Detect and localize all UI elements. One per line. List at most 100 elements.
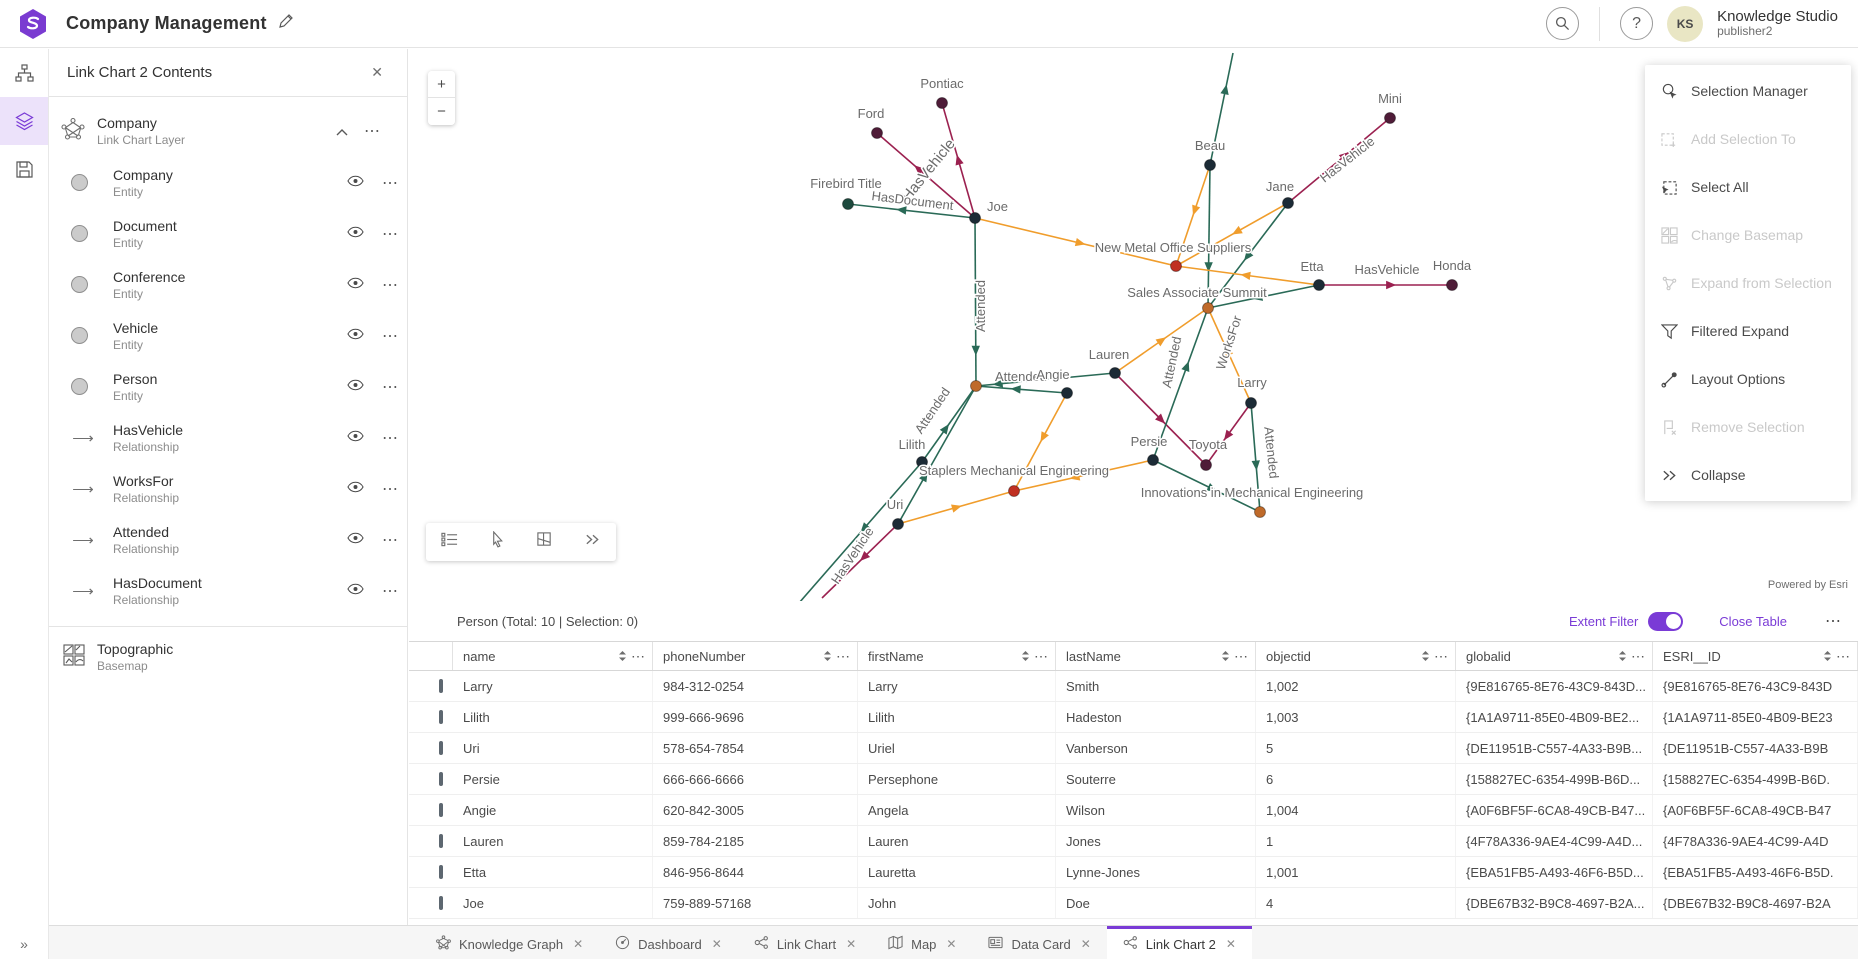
tab-close-icon[interactable]: ✕: [946, 937, 957, 951]
sort-icon[interactable]: [1421, 650, 1430, 662]
node-Angie[interactable]: [1061, 387, 1073, 399]
node-Mini[interactable]: [1384, 112, 1396, 124]
layer-options-button[interactable]: ⋯: [382, 174, 399, 192]
rail-item-save[interactable]: [0, 145, 48, 193]
column-options-button[interactable]: ⋯: [1434, 647, 1449, 664]
link-chart-graph[interactable]: HasVehicleHasDocumentAttendedHasVehicleH…: [409, 49, 1858, 601]
table-row[interactable]: Joe 759-889-57168 John Doe 4 {DBE67B32-B9C8-4…: [409, 888, 1858, 919]
node-Firebird Title[interactable]: [842, 198, 854, 210]
visibility-eye-icon[interactable]: [337, 327, 374, 345]
layer-options-button[interactable]: ⋯: [382, 378, 399, 396]
zoom-in-button[interactable]: +: [428, 71, 455, 98]
edge-Attended[interactable]: [1152, 459, 1261, 513]
visibility-eye-icon[interactable]: [337, 225, 374, 243]
layer-row-attended[interactable]: ⟶ Attended Relationship ⋯: [49, 514, 407, 565]
node-Innovations in Mechanical Engineering[interactable]: [1254, 506, 1266, 518]
node-Persie[interactable]: [1147, 454, 1159, 466]
menu-item-filtered-expand[interactable]: Filtered Expand: [1645, 307, 1851, 355]
layer-group-options-button[interactable]: ⋯: [364, 123, 381, 140]
column-header-firstName[interactable]: firstName ⋯: [858, 642, 1056, 670]
menu-item-select-all[interactable]: Select All: [1645, 163, 1851, 211]
tab-close-icon[interactable]: ✕: [711, 937, 722, 951]
visibility-eye-icon[interactable]: [337, 429, 374, 447]
menu-item-layout-options[interactable]: Layout Options: [1645, 355, 1851, 403]
column-options-button[interactable]: ⋯: [836, 647, 851, 664]
visibility-eye-icon[interactable]: [337, 582, 374, 600]
row-checkbox[interactable]: [439, 803, 443, 817]
column-options-button[interactable]: ⋯: [631, 647, 646, 664]
rail-item-layers[interactable]: [0, 97, 48, 145]
row-checkbox[interactable]: [439, 772, 443, 786]
toolbar-pointer-button[interactable]: [482, 527, 512, 557]
layer-options-button[interactable]: ⋯: [382, 276, 399, 294]
basemap-row[interactable]: Topographic Basemap: [49, 627, 407, 687]
edge-Attended[interactable]: [1207, 164, 1211, 309]
layer-row-document[interactable]: Document Entity ⋯: [49, 208, 407, 259]
avatar[interactable]: KS: [1667, 5, 1704, 42]
node-Uri[interactable]: [892, 518, 904, 530]
table-row[interactable]: Etta 846-956-8644 Lauretta Lynne-Jones 1,001…: [409, 857, 1858, 888]
edge-WorksFor[interactable]: [1207, 307, 1252, 404]
node-Lauren[interactable]: [1109, 367, 1121, 379]
table-row[interactable]: Angie 620-842-3005 Angela Wilson 1,004 {A0F6B…: [409, 795, 1858, 826]
node-Staplers Mechanical Engineering[interactable]: [1008, 485, 1020, 497]
node-Ford[interactable]: [871, 127, 883, 139]
rail-collapse-button[interactable]: »: [20, 936, 28, 952]
layer-row-person[interactable]: Person Entity ⋯: [49, 361, 407, 412]
edge-Attended[interactable]: [1250, 402, 1261, 513]
tab-map[interactable]: Map ✕: [872, 926, 972, 959]
app-logo-icon[interactable]: [18, 8, 48, 40]
tab-close-icon[interactable]: ✕: [573, 937, 584, 951]
collapse-group-icon[interactable]: [328, 124, 356, 139]
edge-WorksFor[interactable]: [1013, 459, 1154, 492]
toolbar-legend-button[interactable]: [435, 527, 465, 557]
column-header-name[interactable]: name ⋯: [453, 642, 653, 670]
menu-item-selection-manager[interactable]: Selection Manager: [1645, 67, 1851, 115]
visibility-eye-icon[interactable]: [337, 378, 374, 396]
layer-row-worksfor[interactable]: ⟶ WorksFor Relationship ⋯: [49, 463, 407, 514]
extent-filter-toggle[interactable]: [1648, 611, 1684, 631]
layer-group-row[interactable]: Company Link Chart Layer ⋯: [49, 97, 407, 157]
node-Honda[interactable]: [1446, 279, 1458, 291]
row-checkbox[interactable]: [439, 834, 443, 848]
edge-Attended[interactable]: [1207, 284, 1320, 309]
close-table-button[interactable]: Close Table: [1719, 613, 1787, 629]
tab-close-icon[interactable]: ✕: [1225, 937, 1236, 951]
sort-icon[interactable]: [1021, 650, 1030, 662]
table-row[interactable]: Lilith 999-666-9696 Lilith Hadeston 1,003 {1A…: [409, 702, 1858, 733]
edit-title-icon[interactable]: [277, 13, 294, 35]
row-checkbox[interactable]: [439, 710, 443, 724]
tab-link-chart-2[interactable]: Link Chart 2 ✕: [1106, 926, 1252, 959]
edge-Attended[interactable]: [1209, 52, 1234, 166]
row-checkbox[interactable]: [439, 865, 443, 879]
table-row[interactable]: Larry 984-312-0254 Larry Smith 1,002 {9E81676…: [409, 671, 1858, 702]
column-header-objectid[interactable]: objectid ⋯: [1256, 642, 1456, 670]
column-header-lastName[interactable]: lastName ⋯: [1056, 642, 1256, 670]
tab-close-icon[interactable]: ✕: [1080, 937, 1091, 951]
help-button[interactable]: ?: [1620, 7, 1654, 40]
node-Beau[interactable]: [1204, 159, 1216, 171]
node-Sales Associate Summit[interactable]: [1202, 302, 1214, 314]
visibility-eye-icon[interactable]: [337, 480, 374, 498]
zoom-out-button[interactable]: −: [428, 98, 455, 125]
sort-icon[interactable]: [618, 650, 627, 662]
edge-HasVehicle[interactable]: [1287, 117, 1391, 204]
layer-options-button[interactable]: ⋯: [382, 225, 399, 243]
tab-data-card[interactable]: Data Card ✕: [972, 926, 1106, 959]
node-Joe[interactable]: [969, 212, 981, 224]
node-Larry[interactable]: [1245, 397, 1257, 409]
layer-row-hasdocument[interactable]: ⟶ HasDocument Relationship ⋯: [49, 565, 407, 616]
edge-Attended[interactable]: [897, 385, 977, 525]
edge-HasVehicle[interactable]: [876, 132, 976, 219]
rail-item-hierarchy[interactable]: [0, 49, 48, 97]
toolbar-more-button[interactable]: [577, 527, 607, 557]
row-checkbox[interactable]: [439, 741, 443, 755]
layer-row-hasvehicle[interactable]: ⟶ HasVehicle Relationship ⋯: [49, 412, 407, 463]
edge-WorksFor[interactable]: [974, 217, 1177, 267]
table-options-button[interactable]: ⋯: [1825, 613, 1842, 630]
node-Etta[interactable]: [1313, 279, 1325, 291]
tab-link-chart[interactable]: Link Chart ✕: [738, 926, 872, 959]
node-Pontiac[interactable]: [936, 97, 948, 109]
tab-close-icon[interactable]: ✕: [846, 937, 857, 951]
sort-icon[interactable]: [1618, 650, 1627, 662]
